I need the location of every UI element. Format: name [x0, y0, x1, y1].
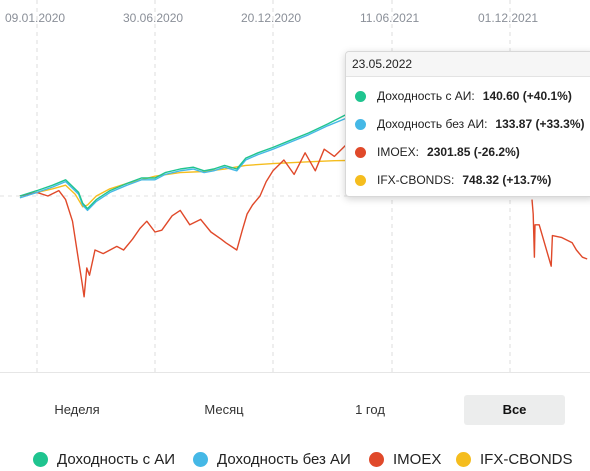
tooltip-value: 748.32 (+13.7%): [462, 173, 552, 187]
series-line-ifx-cbonds: [19, 159, 379, 208]
legend-label: Доходность с АИ: [57, 450, 176, 468]
x-tick-label: 30.06.2020: [123, 11, 183, 25]
legend-label: Доходность без АИ: [217, 450, 351, 468]
tooltip-label: IMOEX:: [377, 145, 420, 159]
tooltip-dot-ifx-cbonds: [355, 174, 366, 186]
legend-dot-ifx-cbonds: [456, 451, 471, 467]
series-line-with-ai: [19, 101, 379, 210]
legend-label: IFX-CBONDS: [480, 450, 573, 468]
legend-label: IMOEX: [393, 450, 442, 468]
legend-dot-with-ai: [33, 451, 48, 467]
x-tick-label: 09.01.2020: [5, 11, 65, 25]
legend-dot-imoex: [369, 451, 384, 467]
x-tick-label: 20.12.2020: [241, 11, 301, 25]
period-all-button[interactable]: Все: [464, 395, 565, 425]
tooltip-label: IFX-CBONDS:: [377, 173, 455, 187]
series-line-without-ai: [19, 103, 379, 212]
legend-item-imoex[interactable]: IMOEX: [369, 449, 441, 469]
series-line-imoex: [19, 128, 379, 298]
tooltip-row-imoex: IMOEX: 2301.85 (-26.2%): [355, 143, 520, 161]
tooltip-value: 133.87 (+33.3%): [495, 117, 585, 131]
period-week-button[interactable]: Неделя: [54, 402, 100, 417]
tooltip-value: 2301.85 (-26.2%): [427, 145, 520, 159]
legend-item-ifx-cbonds[interactable]: IFX-CBONDS: [456, 449, 573, 469]
legend-item-without-ai[interactable]: Доходность без АИ: [193, 449, 351, 469]
tooltip-dot-imoex: [355, 146, 366, 158]
tooltip-dot-without-ai: [355, 118, 366, 130]
x-tick-label: 01.12.2021: [478, 11, 538, 25]
legend-item-with-ai[interactable]: Доходность с АИ: [33, 449, 175, 469]
tooltip-date: 23.05.2022: [346, 52, 590, 77]
tooltip-label: Доходность с АИ:: [377, 89, 475, 103]
tooltip-row-with-ai: Доходность с АИ: 140.60 (+40.1%): [355, 87, 572, 105]
tooltip-row-without-ai: Доходность без АИ: 133.87 (+33.3%): [355, 115, 584, 133]
tooltip-label: Доходность без АИ:: [377, 117, 488, 131]
tooltip-row-ifx-cbonds: IFX-CBONDS: 748.32 (+13.7%): [355, 171, 551, 189]
legend-dot-without-ai: [193, 451, 208, 467]
tooltip-dot-with-ai: [355, 90, 366, 102]
period-year-button[interactable]: 1 год: [355, 402, 385, 417]
x-tick-label: 11.06.2021: [360, 11, 419, 25]
period-month-button[interactable]: Месяц: [204, 402, 244, 417]
chart-bottom-divider: [0, 372, 590, 373]
series-line-imoex-recent: [531, 199, 588, 267]
tooltip-value: 140.60 (+40.1%): [482, 89, 572, 103]
chart-tooltip: 23.05.2022 Доходность с АИ: 140.60 (+40.…: [345, 51, 590, 197]
